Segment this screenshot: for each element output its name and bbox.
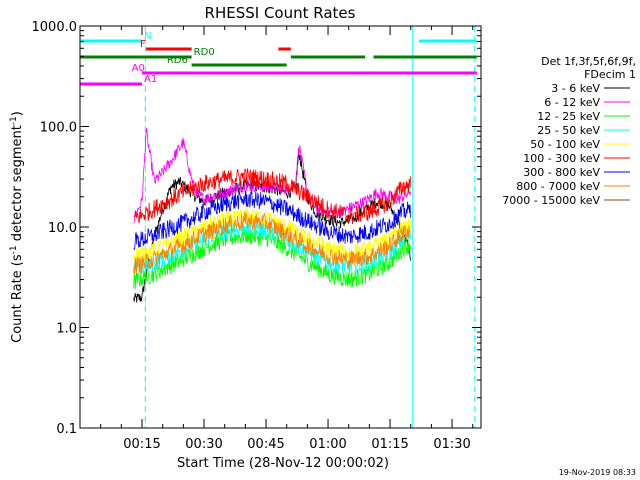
y-axis-label: Count Rate (s-1 detector segment-1) <box>9 111 25 343</box>
y-tick-label: 0.1 <box>56 422 77 437</box>
y-tick-label: 1.0 <box>56 322 77 337</box>
legend-label-8: 800 - 7000 keV <box>516 180 600 193</box>
flag-label-rd6: RD6 <box>167 55 188 66</box>
x-tick-label: 01:30 <box>433 437 470 452</box>
y-tick-label: 100.0 <box>40 121 77 136</box>
x-tick-label: 01:15 <box>371 437 408 452</box>
legend-label-5: 50 - 100 keV <box>530 138 600 151</box>
footer-timestamp: 19-Nov-2019 08:33 <box>559 468 636 477</box>
x-tick-label: 00:15 <box>123 437 160 452</box>
flag-label-f: F <box>140 39 146 50</box>
series-line-2 <box>133 128 411 224</box>
x-tick-label: 00:30 <box>185 437 222 452</box>
series-line-6 <box>133 168 411 224</box>
series-line-4 <box>133 219 411 276</box>
flag-label-a0: A0 <box>132 63 145 74</box>
series-line-8 <box>133 211 411 275</box>
x-tick-label: 00:45 <box>247 437 284 452</box>
flag-label-n: N <box>144 31 151 42</box>
x-tick-label: 01:00 <box>309 437 346 452</box>
series-line-7 <box>133 190 411 251</box>
y-label-sup-1: -1 <box>9 245 19 254</box>
legend-label-9: 7000 - 15000 keV <box>502 194 600 207</box>
flag-label-rd0: RD0 <box>194 47 215 58</box>
x-axis-ticks: 00:15 00:30 00:45 01:00 01:15 01:30 <box>100 26 474 452</box>
y-tick-label: 1000.0 <box>32 20 78 35</box>
legend-header-1: Det 1f,3f,5f,6f,9f, <box>541 55 636 68</box>
legend-header-2: FDecim 1 <box>584 68 636 81</box>
y-label-part-3: ) <box>10 111 25 116</box>
y-label-part-2: detector segment <box>10 125 25 245</box>
chart-title: RHESSI Count Rates <box>205 4 356 22</box>
legend-label-4: 25 - 50 keV <box>537 124 600 137</box>
y-tick-label: 10.0 <box>48 221 77 236</box>
legend-label-7: 300 - 800 keV <box>523 166 600 179</box>
y-label-part-1: Count Rate (s <box>10 254 25 343</box>
flag-label-a1: A1 <box>144 74 157 85</box>
x-axis-label: Start Time (28-Nov-12 00:00:02) <box>177 456 389 471</box>
legend-label-2: 6 - 12 keV <box>544 96 600 109</box>
y-axis-ticks: 1000.0 100.0 10.0 1.0 0.1 <box>32 20 481 437</box>
series-line-5 <box>133 207 411 264</box>
legend-label-1: 3 - 6 keV <box>551 82 600 95</box>
legend-label-3: 12 - 25 keV <box>537 110 600 123</box>
y-label-sup-2: -1 <box>9 116 19 125</box>
legend-label-6: 100 - 300 keV <box>523 152 600 165</box>
